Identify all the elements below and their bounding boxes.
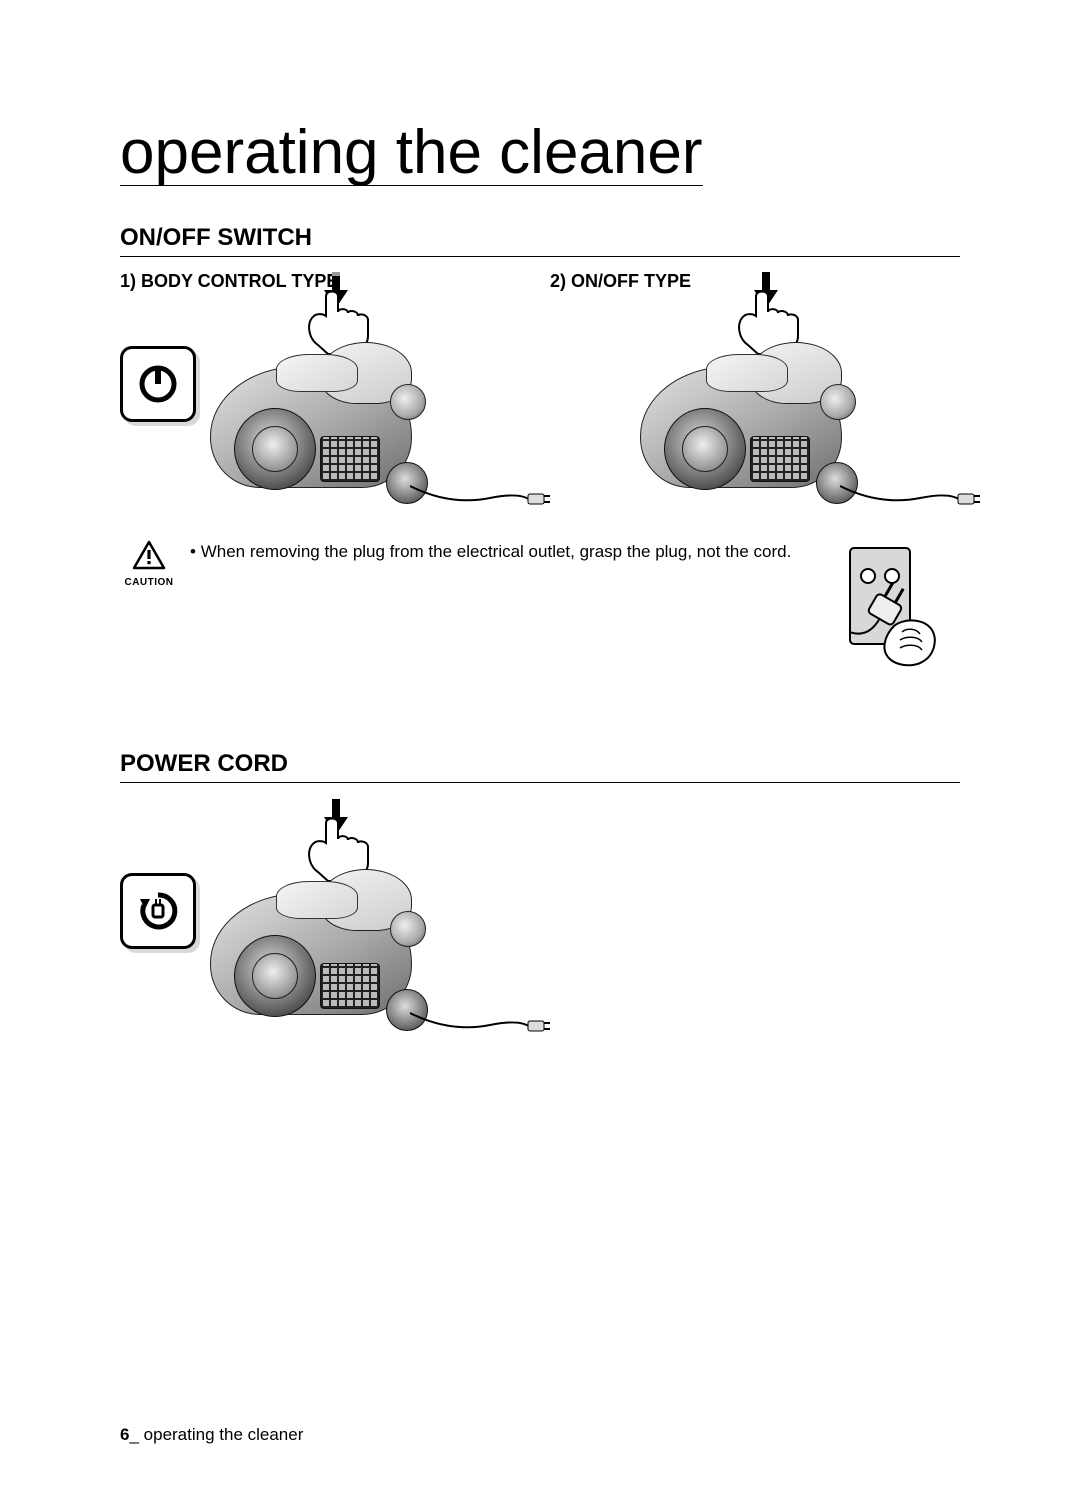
- caution-symbol: CAUTION: [120, 540, 178, 588]
- section-powercord-title: POWER CORD: [120, 750, 960, 783]
- vacuum-diagram: [180, 857, 440, 1037]
- illus-body-control: [120, 300, 500, 520]
- caution-label: CAUTION: [124, 577, 173, 588]
- col-body-control: 1) BODY CONTROL TYPE: [120, 271, 530, 520]
- illus-power-cord: [120, 827, 500, 1047]
- vacuum-diagram: [180, 330, 440, 510]
- onoff-columns: 1) BODY CONTROL TYPE: [120, 271, 960, 520]
- outlet-plug-diagram: [820, 540, 960, 680]
- page-title: operating the cleaner: [120, 120, 703, 186]
- caution-text: When removing the plug from the electric…: [190, 540, 808, 564]
- footer-separator: _: [129, 1425, 143, 1444]
- vacuum-diagram: [610, 330, 870, 510]
- power-icon: [136, 362, 180, 406]
- page-footer: 6_ operating the cleaner: [120, 1425, 303, 1445]
- manual-page: operating the cleaner ON/OFF SWITCH 1) B…: [0, 0, 1080, 1493]
- col-onoff-type: 2) ON/OFF TYPE: [550, 271, 960, 520]
- section-onoff-title: ON/OFF SWITCH: [120, 224, 960, 257]
- caution-icon: [132, 540, 166, 575]
- caution-block: CAUTION When removing the plug from the …: [120, 540, 960, 680]
- footer-text: operating the cleaner: [144, 1425, 304, 1444]
- illus-onoff-type: [550, 300, 930, 520]
- cord-rewind-icon: [136, 889, 180, 933]
